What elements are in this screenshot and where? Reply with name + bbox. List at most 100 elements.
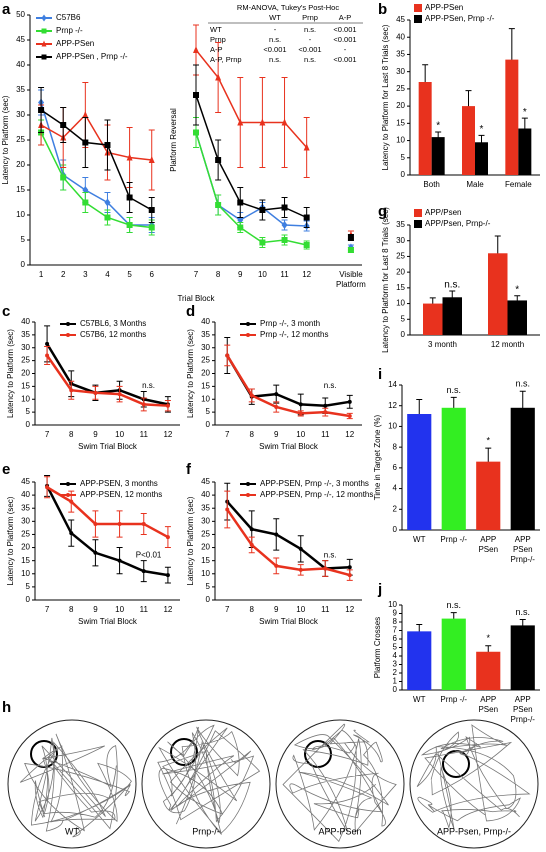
- y-tick-label: 10: [21, 569, 30, 578]
- x-tick-label: 4: [105, 270, 110, 279]
- x-tick-label: 1: [39, 270, 44, 279]
- legend-label: APP/Psen, Prnp-/-: [425, 219, 491, 228]
- condition-label: APP-PSen: [318, 826, 361, 836]
- y-tick-label: 35: [396, 220, 405, 229]
- marker: [237, 199, 244, 206]
- x-tick-label: Prnp -/-: [440, 535, 467, 544]
- y-tick-label: 0: [206, 420, 211, 429]
- legend-swatch: [414, 4, 422, 12]
- y-tick-label: 0: [26, 595, 31, 604]
- y-tick-label: 10: [396, 136, 405, 145]
- bar: [441, 618, 466, 690]
- legend-label: APP-PSEN, 3 months: [80, 479, 158, 488]
- y-tick-label: 40: [21, 317, 30, 326]
- marker: [141, 402, 146, 407]
- x-tick-label: APP: [480, 535, 496, 544]
- y-tick-label: 30: [21, 343, 30, 352]
- marker: [303, 242, 310, 248]
- y-tick-label: 7: [393, 626, 398, 635]
- marker: [104, 214, 111, 221]
- significance: n.s.: [446, 385, 461, 395]
- x-tick-label: 8: [69, 605, 74, 614]
- swim-path: [416, 724, 531, 830]
- marker: [298, 402, 303, 407]
- y-tick-label: 10: [16, 210, 25, 219]
- legend-label: Prnp -/-, 12 months: [260, 330, 328, 339]
- panel-letter: a: [2, 1, 11, 18]
- y-tick-label: 15: [16, 185, 25, 194]
- bar: [476, 651, 501, 690]
- x-axis-label: Swim Trial Block: [259, 617, 319, 626]
- marker: [274, 532, 279, 537]
- marker: [274, 563, 279, 568]
- swim-path: [282, 723, 397, 843]
- panel-letter: d: [186, 303, 195, 320]
- marker: [281, 118, 288, 126]
- marker: [69, 531, 74, 536]
- y-tick-label: 30: [396, 67, 405, 76]
- marker: [93, 521, 98, 526]
- series-line: [226, 500, 350, 570]
- swim-path: [19, 733, 132, 838]
- bar: [510, 407, 535, 530]
- x-tick-label: 2: [61, 270, 66, 279]
- panel-letter: f: [186, 461, 192, 478]
- pool: [141, 719, 271, 849]
- x-tick-label: PSen: [513, 705, 533, 714]
- y-tick-label: 30: [201, 516, 210, 525]
- y-tick-label: 20: [21, 369, 30, 378]
- y-tick-label: 40: [201, 317, 210, 326]
- legend-marker: [41, 40, 47, 47]
- y-tick-label: 5: [26, 407, 31, 416]
- x-tick-label: Female: [505, 180, 532, 189]
- y-tick-label: 25: [201, 530, 210, 539]
- marker: [104, 142, 111, 148]
- y-tick-label: 25: [16, 135, 25, 144]
- x-tick-label: Visible: [339, 270, 363, 279]
- marker: [298, 567, 303, 572]
- marker: [249, 542, 254, 547]
- y-tick-label: 5: [206, 582, 211, 591]
- y-tick-label: 12: [388, 401, 397, 410]
- table-row-label: A-P: [210, 45, 223, 54]
- y-axis-label: Latency to Platform (sec): [186, 329, 195, 418]
- legend-label: APP/Psen: [425, 208, 461, 217]
- y-tick-label: 5: [206, 407, 211, 416]
- table-cell: n.s.: [269, 35, 281, 44]
- y-tick-label: 45: [21, 477, 30, 486]
- y-tick-label: 8: [393, 442, 398, 451]
- series-line: [46, 354, 168, 407]
- x-tick-label: 12: [163, 430, 172, 439]
- y-tick-label: 35: [201, 330, 210, 339]
- x-tick-label: PSen: [478, 545, 498, 554]
- marker: [117, 392, 122, 397]
- x-tick-label: APP: [515, 535, 531, 544]
- series-line: [226, 354, 350, 418]
- marker: [323, 403, 328, 408]
- y-tick-label: 30: [21, 516, 30, 525]
- marker: [82, 111, 89, 118]
- y-tick-label: 20: [201, 543, 210, 552]
- x-tick-label: 7: [45, 430, 50, 439]
- y-tick-label: 15: [396, 283, 405, 292]
- series-line: [46, 486, 169, 539]
- y-tick-label: 6: [393, 463, 398, 472]
- x-tick-label: 12: [163, 605, 172, 614]
- marker: [298, 546, 303, 551]
- x-axis-label: Swim Trial Block: [259, 442, 319, 451]
- y-tick-label: 15: [396, 118, 405, 127]
- table-cell: n.s.: [304, 55, 316, 64]
- y-tick-label: 0: [21, 260, 26, 269]
- y-tick-label: 25: [21, 356, 30, 365]
- y-axis-label: Latency to Platform (sec): [6, 496, 15, 585]
- marker: [165, 573, 170, 578]
- x-tick-label: 6: [150, 270, 155, 279]
- marker: [45, 341, 50, 346]
- bar: [488, 253, 508, 335]
- x-tick-label: 9: [93, 430, 98, 439]
- y-tick-label: 25: [396, 252, 405, 261]
- table-cell: -: [344, 45, 347, 54]
- legend-label: APP-PSEN, 12 months: [80, 490, 162, 499]
- bar: [505, 59, 519, 175]
- pool: [275, 719, 405, 849]
